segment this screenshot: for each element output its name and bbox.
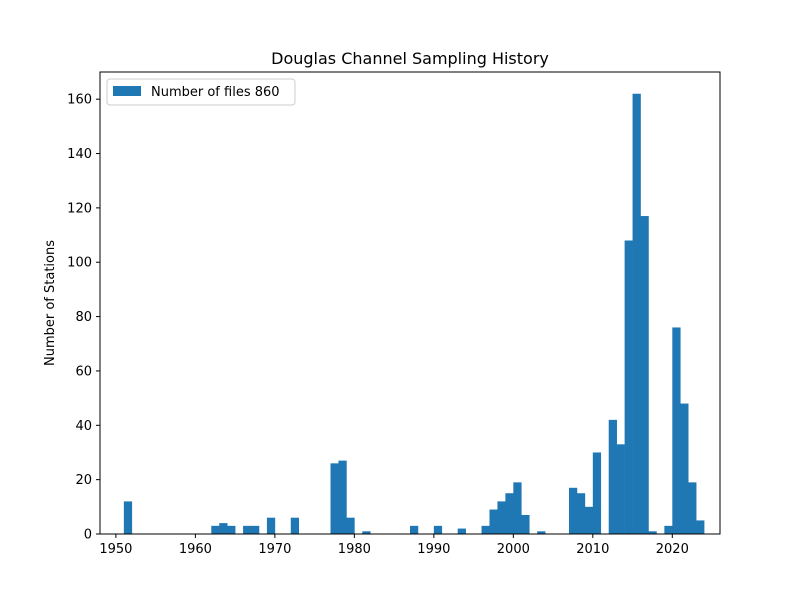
bars-group [123, 93, 705, 535]
bar-1990 [433, 525, 443, 534]
x-tick-label: 1960 [179, 542, 212, 557]
y-tick-label: 100 [67, 256, 92, 271]
bar-2019 [664, 525, 673, 534]
bar-1966 [243, 525, 252, 534]
bar-2016 [640, 216, 649, 535]
legend: Number of files 860 [106, 78, 296, 106]
y-axis: 0 20 40 60 80 100 120 140 160 [67, 93, 100, 543]
bar-1977 [330, 463, 339, 534]
bar-2013 [616, 444, 625, 534]
bar-2009 [584, 506, 594, 534]
x-axis: 1950 1960 1970 1980 1990 2000 2010 2020 [99, 534, 689, 557]
x-tick-label: 2010 [576, 542, 609, 557]
bar-1987 [410, 525, 419, 534]
bar-2017 [648, 531, 657, 534]
bar-1972 [290, 517, 300, 534]
bar-1999 [505, 493, 514, 534]
bar-1951 [123, 501, 133, 534]
bar-1996 [481, 525, 490, 534]
bar-1969 [266, 517, 276, 534]
bar-2003 [537, 531, 546, 534]
bar-2007 [568, 487, 578, 534]
bar-1963 [219, 523, 228, 534]
legend-swatch [113, 86, 141, 96]
legend-label: Number of files 860 [151, 85, 280, 100]
y-tick-label: 140 [67, 147, 92, 162]
bar-1997 [489, 509, 498, 534]
x-tick-label: 2020 [656, 542, 689, 557]
bar-1979 [346, 517, 355, 534]
bar-2008 [576, 493, 586, 534]
y-tick-label: 60 [75, 364, 92, 379]
bar-1967 [251, 525, 260, 534]
y-tick-label: 40 [75, 419, 92, 434]
x-tick-label: 1950 [99, 542, 132, 557]
y-tick-label: 80 [75, 310, 92, 325]
y-tick-label: 0 [84, 528, 92, 543]
y-tick-label: 20 [75, 473, 92, 488]
y-tick-label: 160 [67, 93, 92, 108]
bar-1964 [227, 525, 236, 534]
bar-2020 [672, 327, 681, 534]
x-tick-label: 1990 [417, 542, 450, 557]
x-tick-label: 1970 [258, 542, 291, 557]
bar-1962 [211, 525, 220, 534]
x-tick-label: 1980 [338, 542, 371, 557]
y-axis-title: Number of Stations [43, 240, 58, 366]
bar-2000 [513, 482, 522, 534]
bar-2012 [608, 419, 617, 534]
bar-1993 [457, 528, 466, 534]
x-tick-label: 2000 [497, 542, 530, 557]
bar-2010 [592, 452, 602, 534]
bar-1998 [497, 501, 506, 534]
bar-2015 [632, 93, 641, 534]
chart-title: Douglas Channel Sampling History [271, 49, 549, 68]
y-tick-label: 120 [67, 201, 92, 216]
plot-frame [99, 71, 721, 535]
bar-2022 [688, 482, 697, 534]
bar-1981 [362, 531, 371, 534]
bar-2023 [696, 520, 705, 534]
bar-1978 [338, 460, 347, 534]
bar-2021 [680, 403, 689, 534]
bar-2001 [521, 514, 530, 534]
bar-2014 [624, 240, 633, 534]
legend-box [106, 78, 296, 106]
